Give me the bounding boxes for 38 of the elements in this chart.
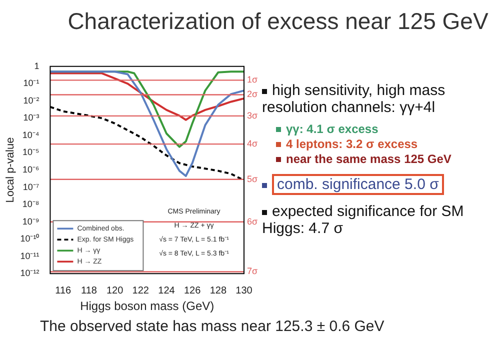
y-tick-label: 10⁻⁷ bbox=[22, 182, 40, 192]
text: expected significance for SM Higgs: 4.7 σ bbox=[262, 203, 465, 237]
text: The observed state has mass near 125.3 ± 0.6 GeV bbox=[40, 318, 384, 335]
x-tick-label: 116 bbox=[55, 285, 72, 296]
y-tick-label: 10⁻⁸ bbox=[22, 199, 40, 210]
text: high sensitivity, high mass resolution channels: γγ+4l bbox=[262, 82, 446, 116]
x-tick-label: 130 bbox=[236, 285, 253, 296]
x-tick-label: 124 bbox=[158, 285, 176, 296]
y-tick-label: 1 bbox=[34, 60, 40, 71]
ref-line-label: 1σ bbox=[247, 74, 258, 85]
y-axis-title: Local p-value bbox=[4, 137, 17, 203]
x-tick-label: 120 bbox=[106, 285, 124, 296]
x-tick-label: 126 bbox=[184, 285, 202, 296]
ref-line-label: 2σ bbox=[247, 89, 258, 100]
y-tick-label: 10⁻¹¹ bbox=[20, 250, 40, 261]
text: comb. significance 5.0 σ bbox=[272, 174, 444, 195]
text: γγ: 4.1 σ excess bbox=[285, 122, 380, 136]
y-tick-label: 10⁻¹ bbox=[23, 78, 40, 88]
y-tick-label: 10⁻⁴ bbox=[22, 130, 40, 140]
y-tick-label: 10⁻⁵ bbox=[22, 147, 40, 158]
x-tick-label: 118 bbox=[80, 285, 98, 296]
ref-line-label: 7σ bbox=[247, 266, 258, 276]
ref-line-label: 5σ bbox=[247, 174, 258, 184]
ref-line-label: 4σ bbox=[247, 138, 258, 149]
text: near the same mass 125 GeV bbox=[285, 152, 452, 166]
y-tick-label: 10⁻⁶ bbox=[22, 164, 40, 174]
text: 4 leptons: 3.2 σ excess bbox=[285, 137, 419, 151]
y-tick-label: 10⁻⁹ bbox=[22, 216, 40, 226]
chart-title: Characterization of excess near 125 GeV bbox=[66, 8, 490, 35]
y-tick-label: 10⁻¹² bbox=[20, 268, 40, 278]
ref-line-label: 6σ bbox=[247, 216, 258, 226]
y-tick-label: 10⁻² bbox=[23, 95, 40, 106]
x-tick-label: 128 bbox=[210, 285, 227, 296]
x-axis-title: Higgs boson mass (GeV) bbox=[80, 299, 214, 314]
y-tick-label: 10⁻³ bbox=[23, 112, 40, 123]
x-tick-label: 122 bbox=[132, 285, 150, 296]
ref-line-label: 3σ bbox=[247, 110, 258, 120]
y-tick-label: 10⁻¹⁰ bbox=[20, 234, 40, 244]
